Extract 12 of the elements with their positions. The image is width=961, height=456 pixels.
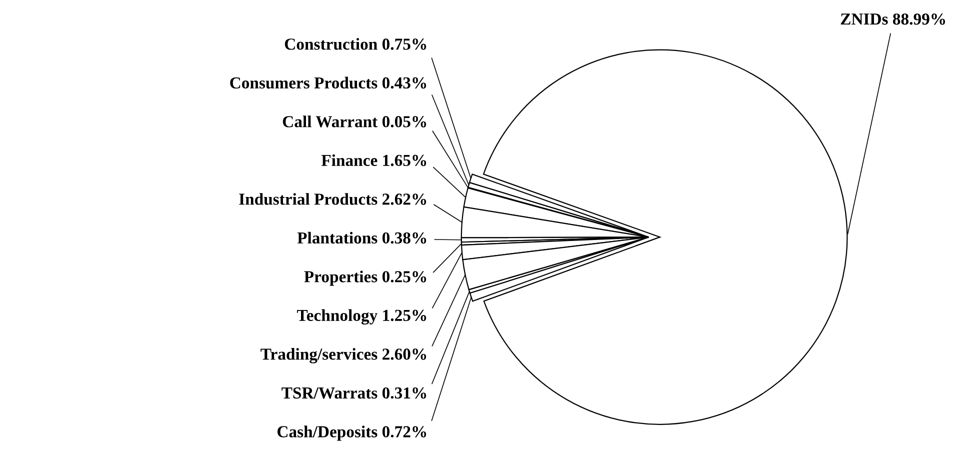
slice-label: Call Warrant 0.05% [282, 116, 426, 128]
slice-label: Trading/services 2.60% [260, 348, 426, 364]
slice-label: Properties 0.25% [304, 270, 426, 286]
slice-label: Construction 0.75% [284, 38, 426, 50]
slice-label: Consumers Products 0.43% [230, 76, 426, 89]
slice-label: Cash/Deposits 0.72% [278, 426, 426, 441]
slice-label: Industrial Products 2.62% [239, 193, 426, 205]
slice-label: TSR/Warrats 0.31% [282, 387, 426, 399]
slice-label: Finance 1.65% [321, 154, 426, 166]
slice-label: Plantations 0.38% [297, 232, 426, 244]
slice-label: ZNIDs 88.99% [840, 13, 946, 25]
slice-label: Technology 1.25% [297, 309, 426, 325]
